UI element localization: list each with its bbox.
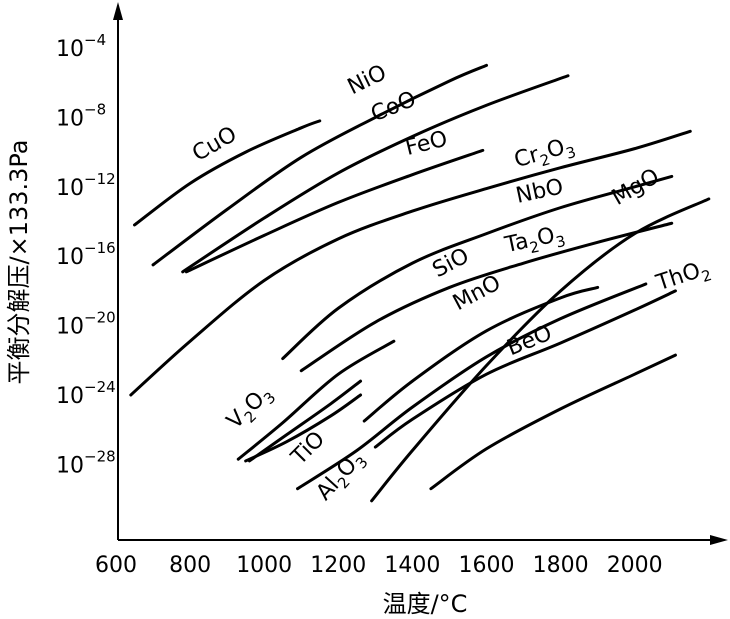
y-tick-label: 10−8: [56, 100, 106, 131]
curve-sio: [236, 339, 396, 461]
curve-label-al2o3: Al2O3: [312, 446, 372, 508]
curve-label-v2o3: V2O3: [222, 380, 279, 437]
curve-al2o3: [296, 282, 648, 491]
curve-tio: [244, 393, 363, 463]
y-tick-label: 10−4: [56, 31, 106, 62]
curve-nio: [151, 63, 488, 267]
curve-tho2: [429, 353, 677, 491]
curve-coo: [181, 74, 570, 274]
curve-mno: [362, 285, 600, 423]
curve-beo: [373, 289, 677, 449]
curve-mgo: [370, 197, 711, 503]
y-axis-arrow: [113, 2, 123, 20]
x-axis-arrow: [710, 535, 728, 545]
curve-label-mgo: MgO: [608, 164, 664, 211]
curve-cr2o3: [129, 129, 692, 397]
y-tick-label: 10−12: [56, 170, 116, 201]
x-tick-label: 1600: [459, 553, 515, 578]
curve-label-tio: TiO: [286, 427, 330, 471]
x-tick-label: 600: [95, 553, 137, 578]
x-tick-label: 1000: [236, 553, 292, 578]
x-tick-label: 1400: [384, 553, 440, 578]
curve-label-ta2o3: Ta2O3: [502, 221, 567, 262]
y-tick-label: 10−24: [56, 378, 116, 409]
curve-v2o3: [247, 379, 363, 463]
curve-label-cr2o3: Cr2O3: [512, 132, 578, 177]
x-tick-label: 1200: [310, 553, 366, 578]
y-axis-title: 平衡分解压/×133.3Pa: [5, 139, 33, 384]
curve-feo: [184, 148, 485, 274]
y-tick-label: 10−16: [56, 239, 116, 270]
curve-cuo: [133, 119, 322, 227]
y-tick-label: 10−20: [56, 309, 116, 340]
x-axis-title: 温度/°C: [383, 590, 468, 618]
x-tick-label: 2000: [607, 553, 663, 578]
axes: [113, 2, 728, 545]
tick-labels: 600 800 1000 1200 1400 1600 1800 2000 10−4 10−8 10…: [56, 31, 663, 578]
curve-label-coo: CoO: [367, 87, 419, 127]
curve-nbo: [281, 174, 674, 361]
curve-label-nio: NiO: [344, 60, 391, 100]
x-tick-label: 800: [169, 553, 211, 578]
y-tick-label: 10−28: [56, 447, 116, 478]
curve-label-sio: SiO: [429, 243, 474, 283]
curve-label-feo: FeO: [403, 126, 450, 160]
curves: [129, 63, 711, 503]
curve-ta2o3: [299, 221, 674, 373]
x-tick-label: 1800: [533, 553, 589, 578]
curve-label-tho2: ThO2: [652, 256, 714, 301]
